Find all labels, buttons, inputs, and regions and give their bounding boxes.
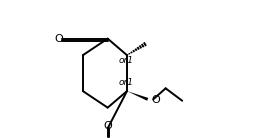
Text: O: O [151,95,160,105]
Text: or1: or1 [119,55,134,65]
Text: or1: or1 [119,78,134,87]
Text: O: O [103,121,112,131]
Text: O: O [54,34,63,44]
Polygon shape [127,91,148,101]
